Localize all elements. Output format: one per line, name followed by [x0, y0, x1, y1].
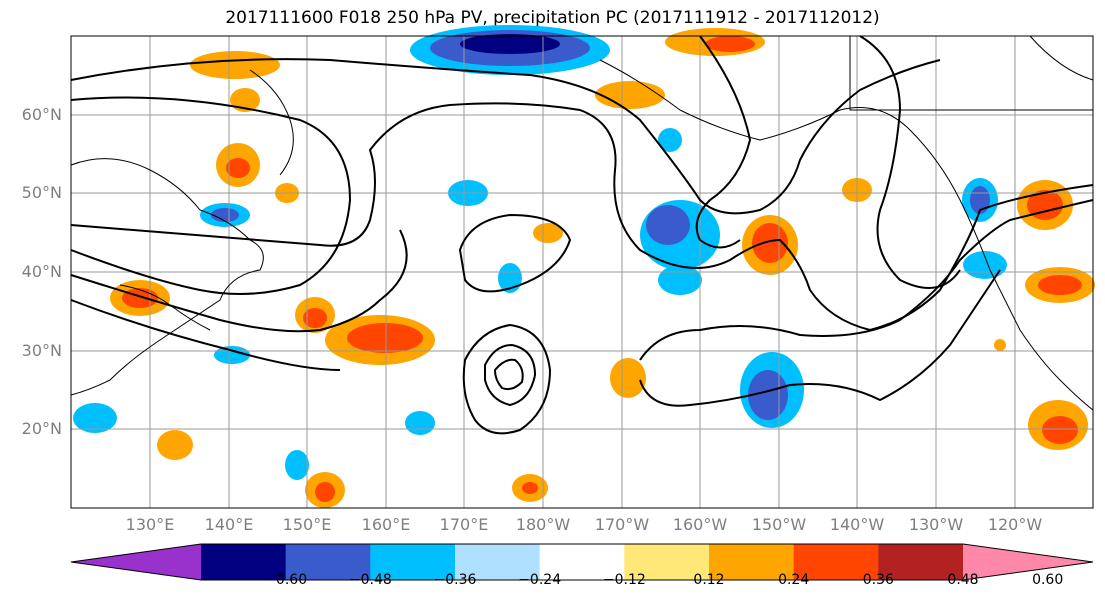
- longitude-label: 140°E: [204, 515, 254, 534]
- colorbar-segment: [455, 544, 541, 580]
- colorbar-tick-label: −0.60: [264, 572, 308, 588]
- colorbar-tick-label: 0.48: [947, 572, 979, 588]
- latitude-label: 20°N: [21, 419, 62, 438]
- colorbar-extend-high: [963, 544, 1093, 580]
- longitude-label: 160°E: [361, 515, 411, 534]
- colorbar-tick-label: −0.48: [348, 572, 392, 588]
- graticule: [71, 36, 1093, 508]
- pv-contours: [70, 35, 1094, 435]
- colorbar-tick-label: −0.36: [433, 572, 477, 588]
- colorbar-tick-label: 0.36: [862, 572, 894, 588]
- longitude-label: 130°E: [125, 515, 175, 534]
- longitude-label: 150°E: [282, 515, 332, 534]
- longitude-label: 120°W: [987, 515, 1043, 534]
- colorbar-segment: [793, 544, 879, 580]
- longitude-label: 180°W: [515, 515, 571, 534]
- longitude-label: 160°W: [672, 515, 728, 534]
- map-title: 2017111600 F018 250 hPa PV, precipitatio…: [225, 8, 880, 28]
- colorbar-tick-label: −0.12: [602, 572, 646, 588]
- longitude-label: 130°W: [908, 515, 964, 534]
- latitude-label: 60°N: [21, 105, 62, 124]
- latitude-label: 30°N: [21, 341, 62, 360]
- colorbar-segment: [370, 544, 456, 580]
- colorbar-tick-label: 0.60: [1032, 572, 1064, 588]
- colorbar-tick-label: −0.24: [518, 572, 562, 588]
- map-frame: [70, 35, 1094, 509]
- colorbar-segment: [201, 544, 287, 580]
- precip-shading: [73, 25, 1095, 508]
- latitude-label: 40°N: [21, 262, 62, 281]
- longitude-label: 170°W: [594, 515, 650, 534]
- colorbar-segment: [624, 544, 710, 580]
- colorbar-tick-label: 0.24: [778, 572, 810, 588]
- colorbar-outline: [70, 543, 1094, 581]
- colorbar: [70, 543, 1094, 581]
- colorbar-segment: [709, 544, 795, 580]
- longitude-label: 150°W: [751, 515, 807, 534]
- colorbar-segment: [285, 544, 371, 580]
- latitude-label: 50°N: [21, 183, 62, 202]
- coastlines: [70, 35, 1094, 411]
- longitude-label: 140°W: [829, 515, 885, 534]
- colorbar-extend-low: [71, 544, 201, 580]
- longitude-label: 170°E: [439, 515, 489, 534]
- colorbar-segment: [878, 544, 964, 580]
- colorbar-segment: [539, 544, 625, 580]
- colorbar-tick-label: 0.12: [693, 572, 725, 588]
